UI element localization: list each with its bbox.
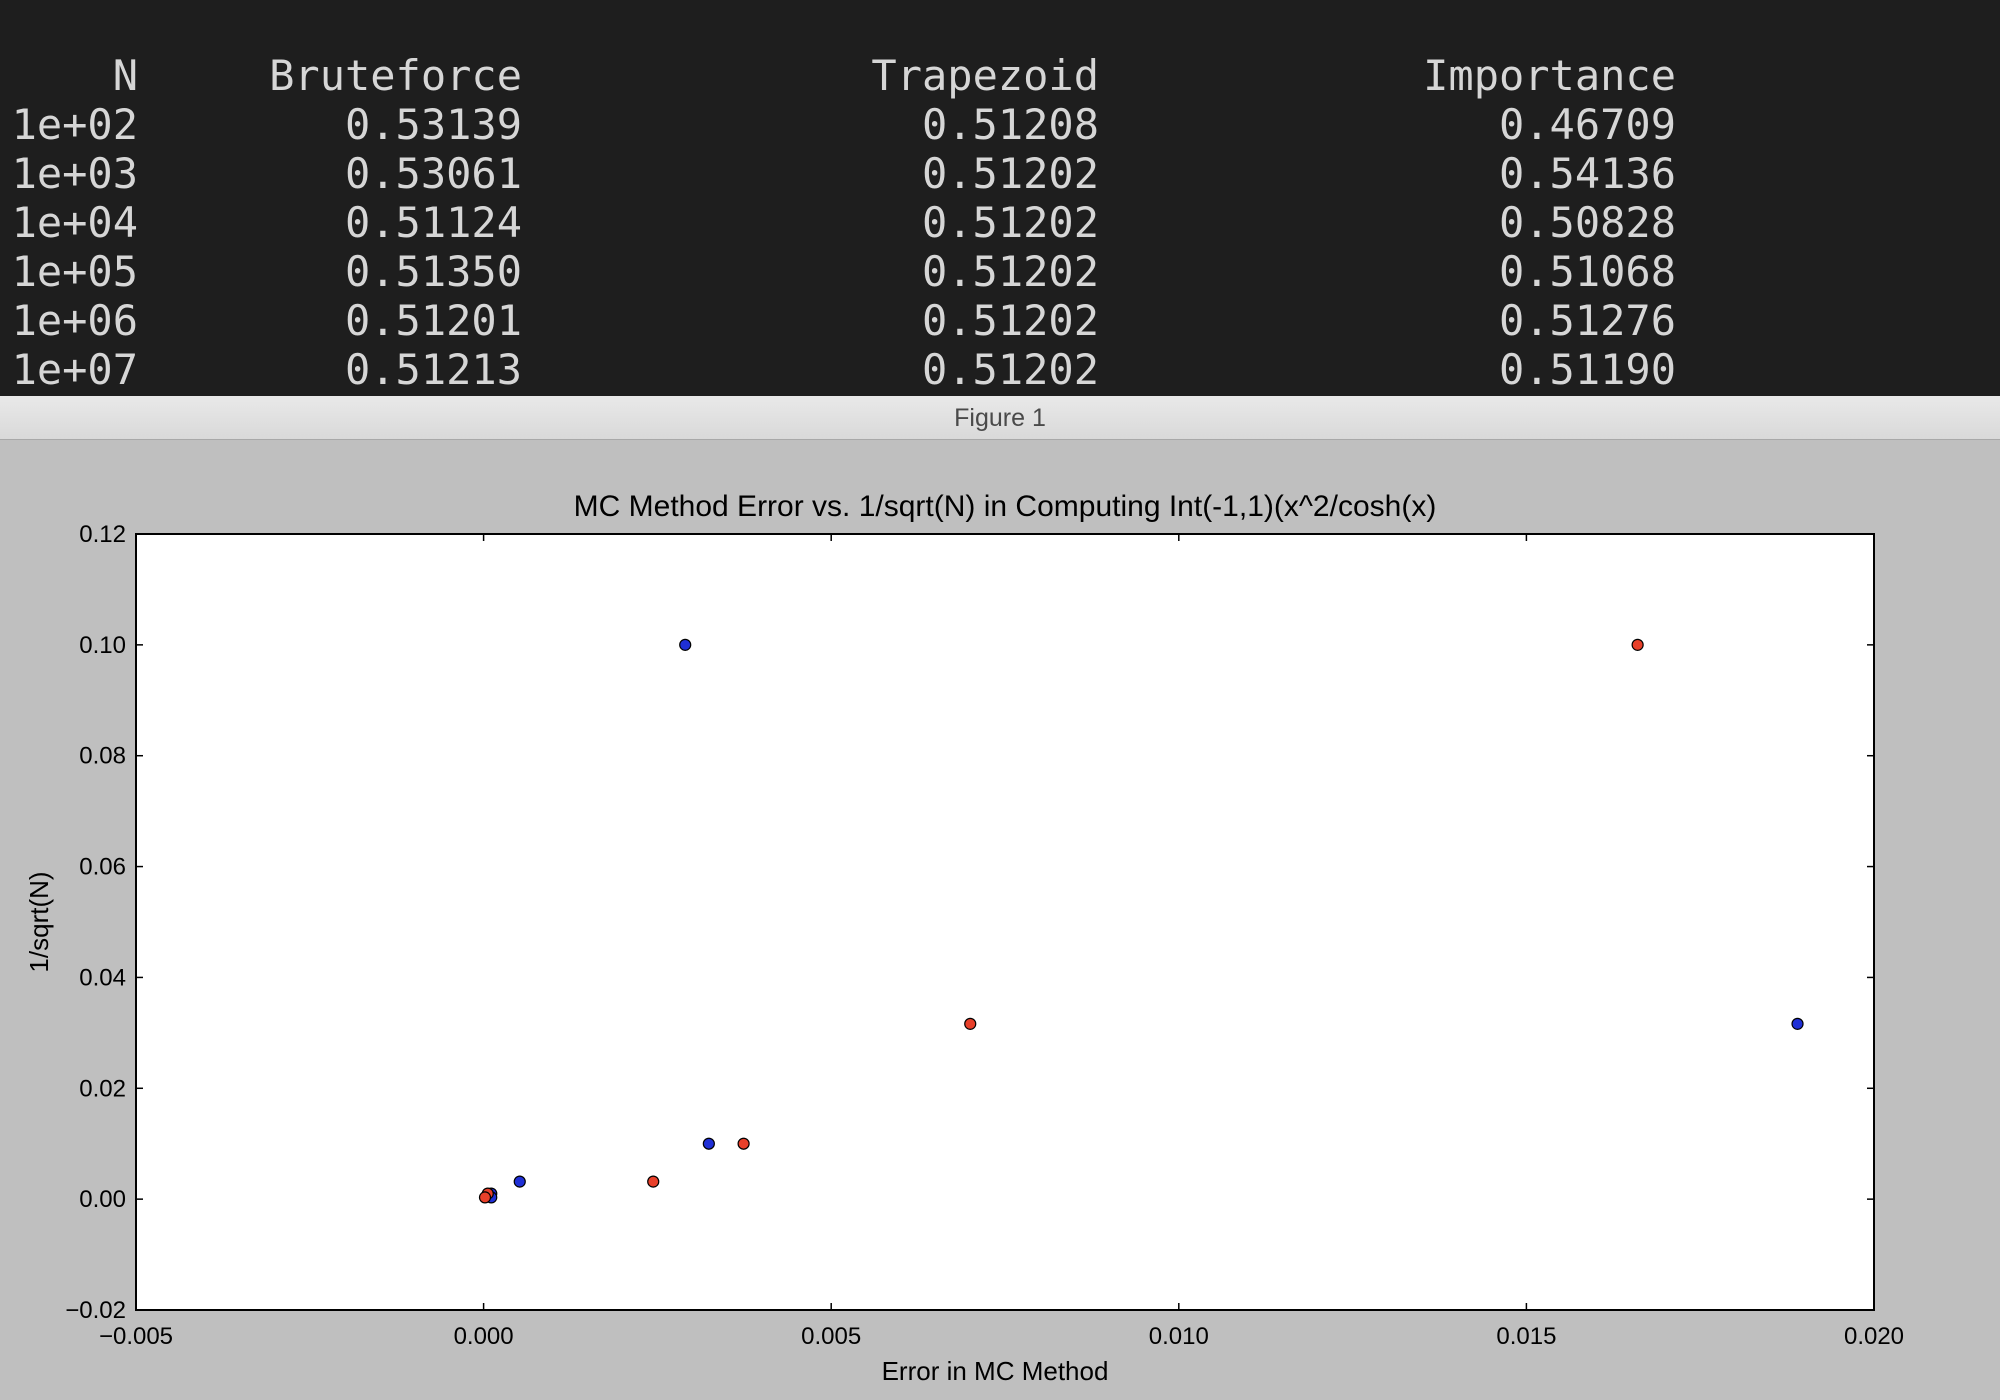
table-cell: 0.51190 bbox=[1498, 345, 1676, 394]
table-header-0: N bbox=[112, 51, 138, 100]
table-cell: 0.51213 bbox=[344, 345, 522, 394]
table-cell: 0.51202 bbox=[921, 296, 1099, 345]
x-axis-label: Error in MC Method bbox=[882, 1356, 1109, 1386]
table-cell: 0.51202 bbox=[921, 345, 1099, 394]
x-tick-label: 0.010 bbox=[1149, 1323, 1209, 1350]
scatter-point bbox=[513, 1175, 526, 1188]
y-tick-label: 0.06 bbox=[79, 854, 126, 881]
y-tick-label: 0.08 bbox=[79, 743, 126, 770]
table-cell: 0.53061 bbox=[344, 149, 522, 198]
y-tick-label: 0.00 bbox=[79, 1186, 126, 1213]
y-axis-label: 1/sqrt(N) bbox=[24, 871, 54, 972]
x-tick-label: 0.000 bbox=[454, 1323, 514, 1350]
x-tick-label: 0.005 bbox=[801, 1323, 861, 1350]
scatter-point bbox=[478, 1191, 492, 1204]
table-cell: 0.50828 bbox=[1498, 198, 1676, 247]
scatter-point bbox=[1631, 638, 1644, 651]
figure-window-titlebar[interactable]: Figure 1 bbox=[0, 396, 2000, 440]
table-cell: 0.46709 bbox=[1498, 100, 1676, 149]
figure-canvas: −0.005 0.000 0.005 0.010 0.015 0.020 −0.02 0.00… bbox=[0, 440, 2000, 1400]
terminal-output: N Bruteforce Trapezoid Importance 1e+02 0.531… bbox=[0, 0, 2000, 396]
y-tick-label: −0.02 bbox=[65, 1297, 126, 1324]
window-title: Figure 1 bbox=[954, 404, 1046, 432]
table-cell: 0.51202 bbox=[921, 149, 1099, 198]
table-cell: 1e+05 bbox=[11, 247, 138, 296]
table-cell: 0.51350 bbox=[344, 247, 522, 296]
table-cell: 0.51208 bbox=[921, 100, 1099, 149]
plot-area bbox=[135, 533, 1875, 1311]
table-header-1: Bruteforce bbox=[269, 51, 522, 100]
scatter-point bbox=[1791, 1017, 1804, 1030]
table-cell: 0.51276 bbox=[1498, 296, 1676, 345]
y-tick-label: 0.02 bbox=[79, 1075, 126, 1102]
x-tick-label: 0.020 bbox=[1844, 1323, 1904, 1350]
table-cell: 0.51068 bbox=[1498, 247, 1676, 296]
table-cell: 1e+06 bbox=[11, 296, 138, 345]
table-cell: 1e+04 bbox=[11, 198, 138, 247]
x-tick-label: 0.015 bbox=[1496, 1323, 1556, 1350]
table-cell: 0.54136 bbox=[1498, 149, 1676, 198]
chart-title: MC Method Error vs. 1/sqrt(N) in Computi… bbox=[574, 490, 1437, 523]
table-cell: 1e+03 bbox=[11, 149, 138, 198]
scatter-point bbox=[679, 638, 692, 651]
table-cell: 1e+07 bbox=[11, 345, 138, 394]
y-tick-label: 0.10 bbox=[79, 632, 126, 659]
y-tick-label: 0.04 bbox=[79, 964, 126, 991]
scatter-point bbox=[647, 1175, 660, 1188]
table-cell: 0.53139 bbox=[344, 100, 522, 149]
table-cell: 0.51202 bbox=[921, 198, 1099, 247]
table-cell: 1e+02 bbox=[11, 100, 138, 149]
y-tick-label: 0.12 bbox=[79, 521, 126, 548]
table-cell: 0.51124 bbox=[344, 198, 522, 247]
table-header-2: Trapezoid bbox=[871, 51, 1099, 100]
table-header-3: Importance bbox=[1423, 51, 1676, 100]
x-tick-label: −0.005 bbox=[99, 1323, 173, 1350]
scatter-point bbox=[964, 1017, 977, 1030]
scatter-chart: −0.005 0.000 0.005 0.010 0.015 0.020 −0.02 0.00… bbox=[24, 490, 1904, 1386]
scatter-point bbox=[737, 1137, 750, 1150]
scatter-point bbox=[702, 1137, 715, 1150]
table-cell: 0.51202 bbox=[921, 247, 1099, 296]
table-cell: 0.51201 bbox=[344, 296, 522, 345]
